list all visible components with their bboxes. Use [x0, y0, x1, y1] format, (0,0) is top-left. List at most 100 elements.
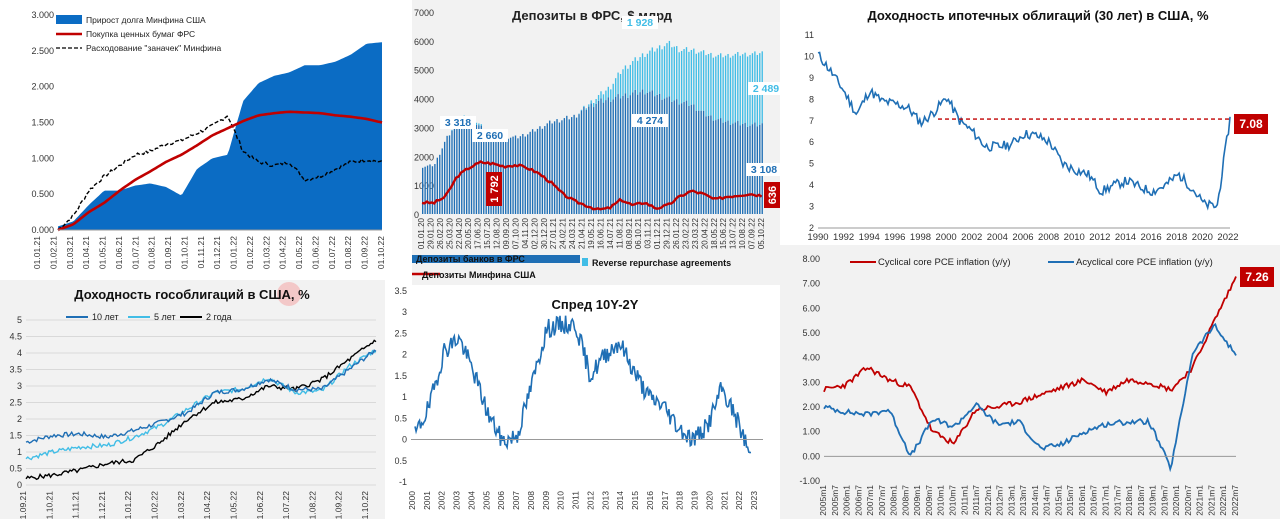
pce-line [823, 322, 1237, 473]
x-tick-label: 2017m7 [1112, 485, 1122, 516]
bank-deposits-bar [744, 122, 746, 214]
x-tick-label: 2004 [466, 491, 476, 510]
x-tick-label: 2007m1 [865, 485, 875, 516]
y-tick-label: 8.00 [802, 254, 820, 264]
x-tick-label: 2017m1 [1101, 485, 1111, 516]
bank-deposits-bar [600, 98, 602, 214]
bank-deposits-bar [443, 141, 446, 214]
y-tick-label: 3.5 [9, 365, 22, 375]
x-tick-label: 2019m1 [1148, 485, 1158, 516]
yield-line [25, 349, 377, 461]
y-tick-label: 11 [805, 30, 814, 40]
y-tick-label: 2.00 [802, 402, 820, 412]
x-tick-label: 2014 [615, 491, 625, 510]
bank-deposits-bar [573, 114, 575, 214]
x-tick-label: 01.09.22 [360, 236, 370, 269]
x-tick-label: 05.10.22 [757, 217, 766, 249]
reverse-repo-bar [651, 47, 653, 91]
y-tick-label: 4 [17, 348, 22, 358]
x-tick-label: 2012 [1089, 232, 1110, 243]
bank-deposits-bar [612, 99, 614, 214]
x-tick-label: 2011m7 [971, 485, 981, 515]
x-tick-label: 15.06.22 [719, 217, 728, 249]
bank-deposits-bar [656, 94, 658, 214]
x-tick-label: 25.03.20 [445, 217, 454, 249]
x-tick-label: 01.11.21 [196, 236, 206, 269]
mortgage-yield-line [817, 51, 1231, 211]
bank-deposits-bar [483, 130, 485, 214]
x-tick-label: 07.09.22 [748, 217, 757, 249]
x-tick-label: 2005 [481, 491, 491, 510]
y-tick-label: 0.00 [802, 451, 820, 461]
x-tick-label: 01.04.21 [81, 236, 91, 269]
bank-deposits-bar [658, 93, 661, 214]
treasury-drawdown-line [57, 115, 383, 231]
x-tick-label: 04.11.20 [521, 217, 530, 248]
y-tick-label: 1.5 [395, 371, 407, 381]
x-tick-label: 2013 [600, 491, 610, 510]
bank-deposits-bar [468, 118, 470, 214]
bank-deposits-bar [661, 99, 663, 214]
x-tick-label: 18.05.22 [710, 217, 719, 249]
bank-deposits-bar [527, 134, 529, 214]
reverse-repo-bar [636, 60, 639, 95]
y-tick-label: -0.5 [395, 456, 407, 466]
reverse-repo-bar [610, 89, 612, 102]
x-tick-label: 2010 [556, 491, 566, 510]
legend-label: 2 года [206, 312, 232, 322]
bank-deposits-bar [666, 97, 668, 214]
bank-deposits-bar [673, 100, 675, 214]
reverse-repo-bar [634, 57, 636, 90]
y-tick-label: 8 [809, 94, 814, 104]
x-tick-label: 2005m1 [818, 485, 828, 516]
x-tick-label: 22.04.20 [455, 217, 464, 249]
y-tick-label: 1.000 [31, 153, 54, 163]
x-tick-label: 2020m7 [1183, 485, 1193, 516]
bank-deposits-bar [707, 115, 710, 214]
reverse-repo-bar [742, 54, 744, 124]
reverse-repo-bar [600, 91, 602, 99]
reverse-repo-bar [656, 48, 658, 95]
bank-deposits-bar [448, 135, 451, 214]
x-tick-label: 01.02.22 [245, 236, 255, 269]
bank-deposits-bar [568, 119, 570, 214]
reverse-repo-bar [683, 49, 685, 102]
bank-deposits-bar [695, 110, 697, 214]
x-tick-label: 01.10.21 [179, 236, 189, 269]
x-tick-label: 2020 [1192, 232, 1213, 243]
reverse-repo-bar [597, 95, 600, 101]
bank-deposits-bar [439, 154, 441, 214]
bank-deposits-bar [475, 124, 478, 214]
x-tick-label: 01.07.21 [130, 236, 140, 269]
bank-deposits-bar [651, 90, 653, 214]
bank-deposits-bar [480, 125, 482, 214]
chart-title: Доходность ипотечных облигаций (30 лет) … [867, 8, 1209, 23]
reverse-repo-bar [580, 109, 583, 111]
reverse-repo-bar [717, 54, 719, 120]
reverse-repo-bar [644, 56, 646, 95]
y-tick-label: 5000 [414, 66, 434, 76]
reverse-repo-bar [583, 105, 585, 107]
reverse-repo-bar [624, 65, 627, 94]
bank-deposits-bar [622, 95, 624, 214]
data-label: 3 108 [751, 164, 777, 176]
x-tick-label: 01.08.22 [307, 491, 317, 519]
data-label-bg [472, 129, 508, 142]
pce-line [823, 276, 1237, 445]
data-label-bg [746, 163, 780, 176]
bank-deposits-bar [544, 126, 546, 214]
reverse-repo-bar [678, 52, 680, 105]
mortgage-yield-panel: 2 3 4 5 6 7 8 9 10 11 1990 1992 1994 1996 1998 2000 2002… [788, 0, 1280, 245]
bank-deposits-bar [617, 94, 619, 214]
y-tick-label: 3.000 [31, 10, 54, 20]
x-tick-label: 2019m7 [1159, 485, 1169, 516]
x-tick-label: 17.06.20 [474, 217, 483, 249]
bank-deposits-bar [624, 93, 627, 214]
y-tick-label: 1.500 [31, 118, 54, 128]
y-tick-label: 1000 [414, 181, 434, 191]
bank-deposits-bar [668, 96, 671, 214]
x-tick-label: 2008 [526, 491, 536, 510]
x-tick-label: 02.12.20 [530, 217, 539, 249]
x-tick-label: 2003 [452, 491, 462, 510]
